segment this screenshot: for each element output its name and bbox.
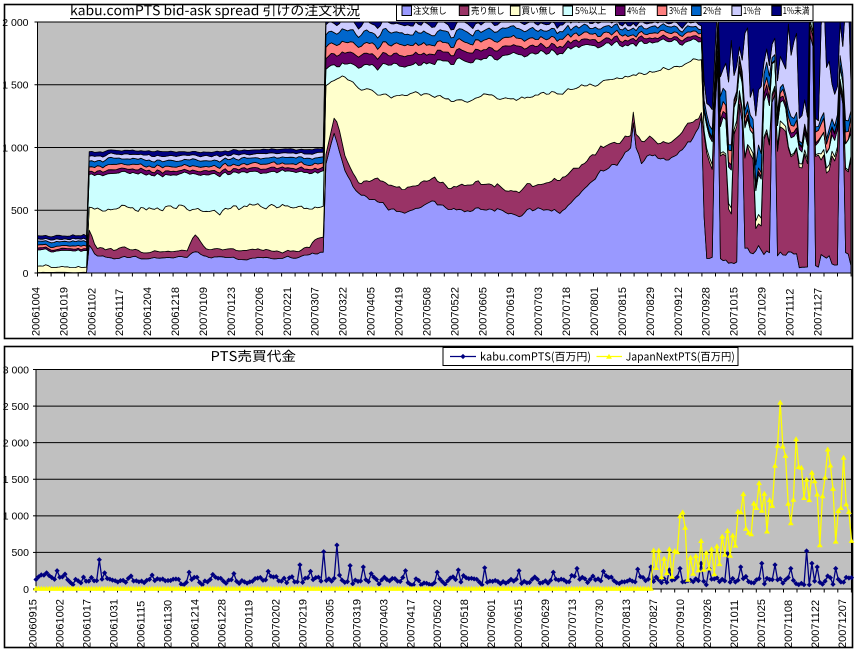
svg-text:20070801: 20070801 xyxy=(589,287,601,336)
svg-text:20071127: 20071127 xyxy=(812,288,824,336)
svg-text:20070119: 20070119 xyxy=(244,600,256,648)
svg-text:3 000: 3 000 xyxy=(3,364,29,376)
svg-text:20070730: 20070730 xyxy=(594,599,606,648)
svg-text:20070928: 20070928 xyxy=(701,287,713,336)
svg-text:20070522: 20070522 xyxy=(449,287,461,336)
svg-text:20070601: 20070601 xyxy=(486,599,498,648)
svg-text:20061115: 20061115 xyxy=(136,601,148,648)
svg-text:1 000: 1 000 xyxy=(2,142,28,154)
svg-text:20070206: 20070206 xyxy=(254,287,266,336)
svg-text:20070619: 20070619 xyxy=(505,287,517,336)
svg-text:20071011: 20071011 xyxy=(729,600,741,648)
svg-text:20070123: 20070123 xyxy=(226,287,238,336)
svg-text:20060915: 20060915 xyxy=(28,599,40,648)
svg-text:20070926: 20070926 xyxy=(702,599,714,648)
svg-text:20061214: 20061214 xyxy=(190,599,202,648)
svg-text:20071112: 20071112 xyxy=(785,289,797,336)
svg-text:20061031: 20061031 xyxy=(109,599,121,648)
svg-text:20061218: 20061218 xyxy=(170,287,182,336)
svg-text:20070815: 20070815 xyxy=(617,287,629,336)
svg-text:20070912: 20070912 xyxy=(673,287,685,336)
svg-text:20070605: 20070605 xyxy=(477,287,489,336)
svg-text:20071025: 20071025 xyxy=(756,599,768,648)
svg-text:20070403: 20070403 xyxy=(378,599,390,648)
svg-text:20070305: 20070305 xyxy=(324,599,336,648)
svg-text:20071122: 20071122 xyxy=(810,600,822,648)
svg-text:20070508: 20070508 xyxy=(421,287,433,336)
svg-text:0: 0 xyxy=(23,584,29,596)
svg-text:20070419: 20070419 xyxy=(394,287,406,336)
svg-text:20070629: 20070629 xyxy=(540,599,552,648)
svg-text:20071029: 20071029 xyxy=(757,287,769,336)
svg-text:20070827: 20070827 xyxy=(648,599,660,648)
svg-text:0: 0 xyxy=(23,268,29,280)
svg-text:20070502: 20070502 xyxy=(432,599,444,648)
svg-text:20070713: 20070713 xyxy=(567,599,579,648)
svg-text:20061130: 20061130 xyxy=(163,600,175,648)
svg-text:20070219: 20070219 xyxy=(297,599,309,648)
svg-text:1 000: 1 000 xyxy=(3,511,29,523)
svg-text:20061002: 20061002 xyxy=(55,599,67,648)
svg-text:20061019: 20061019 xyxy=(58,287,70,336)
svg-text:20061228: 20061228 xyxy=(217,599,229,648)
svg-text:2 000: 2 000 xyxy=(3,438,29,450)
svg-text:20070319: 20070319 xyxy=(351,599,363,648)
svg-text:20070718: 20070718 xyxy=(561,287,573,336)
svg-text:20070221: 20070221 xyxy=(282,287,294,336)
svg-text:20070615: 20070615 xyxy=(513,599,525,648)
svg-text:20070109: 20070109 xyxy=(198,287,210,336)
svg-text:20061017: 20061017 xyxy=(82,599,94,648)
svg-text:20070813: 20070813 xyxy=(621,599,633,648)
svg-text:20061102: 20061102 xyxy=(86,288,98,336)
svg-text:20071108: 20071108 xyxy=(783,600,795,648)
svg-text:500: 500 xyxy=(11,205,29,217)
svg-text:2 000: 2 000 xyxy=(2,17,28,29)
svg-text:20070910: 20070910 xyxy=(675,599,687,648)
svg-text:20061204: 20061204 xyxy=(142,287,154,336)
svg-text:500: 500 xyxy=(11,547,29,559)
svg-text:20061117: 20061117 xyxy=(114,289,126,336)
svg-text:20070202: 20070202 xyxy=(270,599,282,648)
svg-text:1 500: 1 500 xyxy=(2,80,28,92)
svg-text:20070322: 20070322 xyxy=(338,287,350,336)
svg-text:1 500: 1 500 xyxy=(3,474,29,486)
svg-text:20070405: 20070405 xyxy=(366,287,378,336)
svg-text:20061004: 20061004 xyxy=(30,287,42,336)
svg-text:2 500: 2 500 xyxy=(3,401,29,413)
svg-text:20070829: 20070829 xyxy=(645,287,657,336)
svg-text:20070703: 20070703 xyxy=(533,287,545,336)
svg-text:20070417: 20070417 xyxy=(405,599,417,648)
svg-text:20071015: 20071015 xyxy=(729,287,741,336)
svg-text:20071207: 20071207 xyxy=(837,599,849,648)
svg-text:20070518: 20070518 xyxy=(459,599,471,648)
svg-text:20070307: 20070307 xyxy=(310,287,322,336)
